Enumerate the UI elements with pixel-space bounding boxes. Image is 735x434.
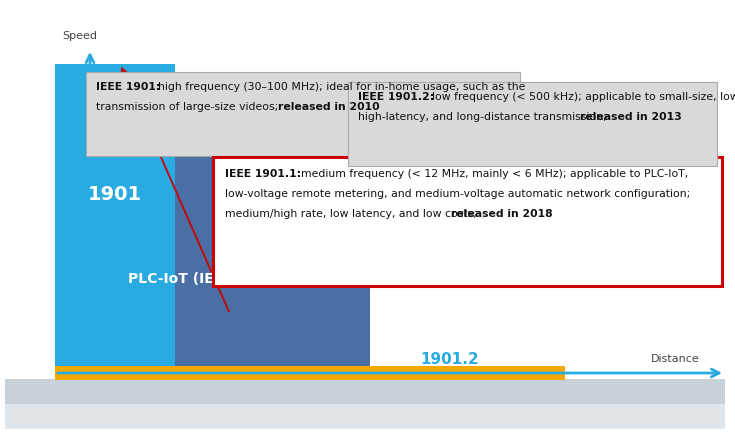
FancyBboxPatch shape — [86, 72, 520, 156]
FancyBboxPatch shape — [348, 82, 717, 166]
Text: medium frequency (< 12 MHz, mainly < 6 MHz); applicable to PLC-IoT,: medium frequency (< 12 MHz, mainly < 6 M… — [301, 169, 688, 179]
Text: 1901.2: 1901.2 — [420, 352, 479, 366]
Bar — [55, 64, 175, 366]
Text: PLC-IoT (IEEE 1901.1): PLC-IoT (IEEE 1901.1) — [128, 272, 298, 286]
Text: medium/high rate, low latency, and low costs;: medium/high rate, low latency, and low c… — [225, 209, 481, 219]
Text: IEEE 1901.1:: IEEE 1901.1: — [225, 169, 301, 179]
Bar — [55, 366, 565, 380]
Text: IEEE 1901:: IEEE 1901: — [96, 82, 160, 92]
Bar — [249, 214, 281, 254]
Text: transmission of large-size videos;: transmission of large-size videos; — [96, 102, 282, 112]
Text: high-latency, and long-distance transmission;: high-latency, and long-distance transmis… — [358, 112, 610, 122]
Text: released in 2010: released in 2010 — [278, 102, 379, 112]
Polygon shape — [229, 84, 301, 169]
Text: Distance: Distance — [651, 354, 700, 364]
Text: 1901: 1901 — [88, 184, 142, 204]
FancyBboxPatch shape — [213, 157, 722, 286]
Text: released in 2018: released in 2018 — [451, 209, 553, 219]
Bar — [5, 379, 725, 404]
Text: IEEE 1901.2:: IEEE 1901.2: — [358, 92, 434, 102]
Text: Speed: Speed — [62, 31, 97, 41]
Bar — [55, 129, 370, 366]
Bar — [5, 389, 725, 429]
Text: low-voltage remote metering, and medium-voltage automatic network configuration;: low-voltage remote metering, and medium-… — [225, 189, 690, 199]
Text: high frequency (30–100 MHz); ideal for in-home usage, such as the: high frequency (30–100 MHz); ideal for i… — [158, 82, 526, 92]
Text: low frequency (< 500 kHz); applicable to small-size, low-rate,: low frequency (< 500 kHz); applicable to… — [432, 92, 735, 102]
Text: released in 2013: released in 2013 — [580, 112, 682, 122]
